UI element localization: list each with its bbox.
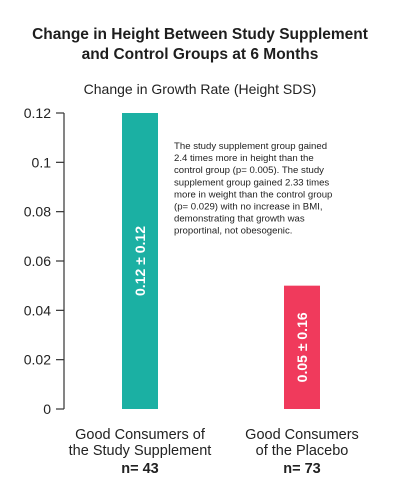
x-category-label: the Study Supplement — [69, 443, 212, 459]
annotation-line: The study supplement group gained — [174, 141, 327, 152]
chart-title-line-2: and Control Groups at 6 Months — [82, 46, 319, 63]
y-tick-label: 0 — [43, 401, 51, 417]
annotation-line: control group (p= 0.005). The study — [174, 165, 324, 176]
x-category-label: of the Placebo — [256, 443, 349, 459]
annotation-line: more in weight than the control group — [174, 189, 332, 200]
y-tick-label: 0.02 — [24, 352, 51, 368]
y-axis: 0 0.02 0.04 0.06 0.08 0.1 0.12 — [24, 105, 65, 417]
y-tick-label: 0.06 — [24, 253, 51, 269]
annotation-line: 2.4 times more in height than the — [174, 153, 314, 164]
bars — [122, 113, 320, 409]
bar — [284, 285, 320, 409]
bar — [122, 113, 158, 409]
x-category-label: Good Consumers of — [75, 427, 206, 443]
bar-value-label: 0.12 ± 0.12 — [132, 226, 148, 296]
y-tick-label: 0.08 — [24, 204, 51, 220]
x-category-label: Good Consumers — [245, 427, 359, 443]
bar-value-label: 0.05 ± 0.16 — [294, 312, 310, 382]
chart-subtitle: Change in Growth Rate (Height SDS) — [84, 81, 317, 97]
y-tick-label: 0.1 — [32, 154, 52, 170]
chart-title-line-1: Change in Height Between Study Supplemen… — [32, 26, 368, 43]
bar-value-labels: 0.12 ± 0.12 0.05 ± 0.16 — [132, 226, 310, 383]
annotation-line: proportinal, not obesogenic. — [174, 226, 292, 237]
y-tick-label: 0.12 — [24, 105, 51, 121]
annotation-line: supplement group gained 2.33 times — [174, 177, 329, 188]
annotation-line: demonstrating that growth was — [174, 214, 305, 225]
annotation-line: (p= 0.029) with no increase in BMI, — [174, 202, 323, 213]
y-tick-label: 0.04 — [24, 302, 51, 318]
x-category-n: n= 43 — [121, 461, 158, 477]
x-category-n: n= 73 — [283, 461, 320, 477]
